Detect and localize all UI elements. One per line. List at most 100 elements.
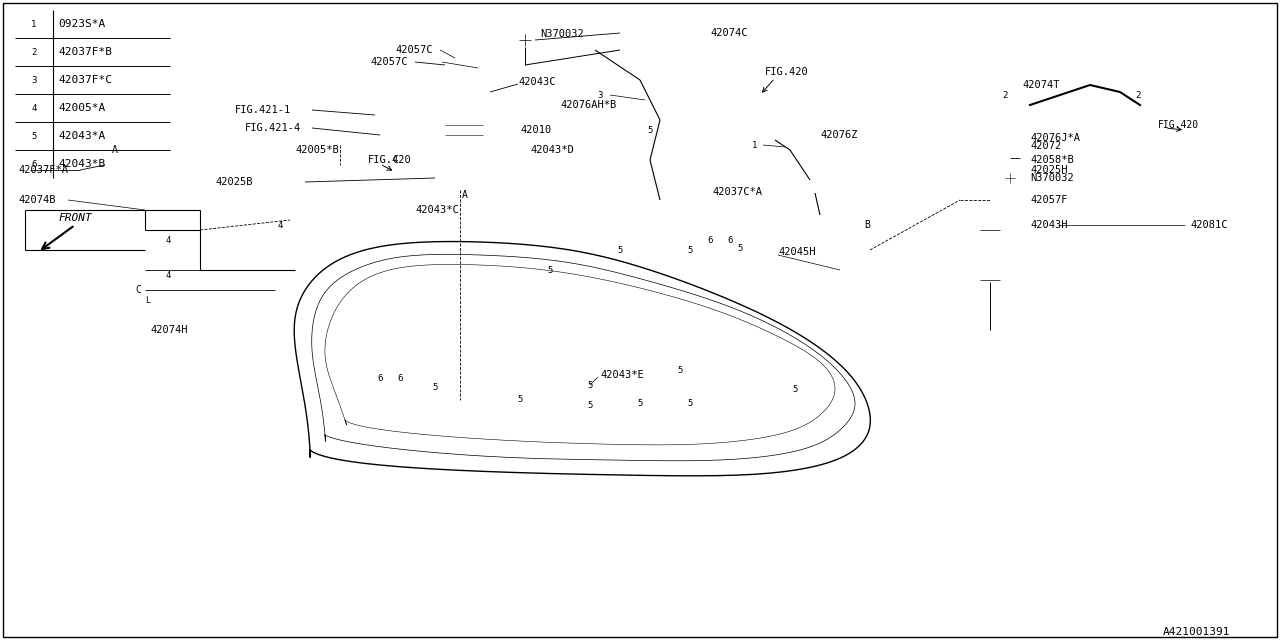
Ellipse shape: [979, 166, 1001, 174]
Bar: [133, 285, 143, 295]
Circle shape: [748, 137, 763, 153]
Circle shape: [666, 297, 671, 303]
Circle shape: [754, 334, 760, 340]
Bar: [110, 145, 120, 155]
Text: 42037C*A: 42037C*A: [712, 187, 762, 197]
Circle shape: [672, 362, 689, 378]
Ellipse shape: [964, 161, 1016, 179]
Circle shape: [787, 382, 803, 398]
Circle shape: [420, 295, 500, 375]
Bar: [760, 377, 796, 405]
Text: 5: 5: [31, 131, 37, 141]
Text: FRONT: FRONT: [58, 213, 92, 223]
Circle shape: [983, 193, 997, 207]
Ellipse shape: [965, 191, 1015, 209]
Text: 6: 6: [378, 374, 383, 383]
Bar: [570, 259, 605, 285]
Circle shape: [682, 395, 698, 411]
Text: 5: 5: [637, 399, 643, 408]
Circle shape: [1004, 154, 1011, 162]
Text: N370032: N370032: [1030, 173, 1074, 183]
Circle shape: [980, 325, 1000, 345]
Text: 1: 1: [753, 141, 758, 150]
Text: 42043*A: 42043*A: [58, 131, 105, 141]
Text: A: A: [113, 145, 118, 155]
Text: 2: 2: [1135, 90, 1140, 99]
Circle shape: [428, 379, 443, 395]
Circle shape: [402, 332, 408, 338]
Ellipse shape: [438, 52, 483, 77]
Text: 4: 4: [278, 221, 283, 230]
Circle shape: [495, 293, 502, 299]
Text: 42043*C: 42043*C: [415, 205, 458, 215]
Circle shape: [643, 122, 658, 138]
Text: C: C: [392, 155, 398, 165]
Bar: [422, 100, 436, 120]
Circle shape: [495, 371, 502, 377]
Bar: [509, 259, 547, 285]
Text: A: A: [462, 190, 468, 200]
Text: 3: 3: [31, 76, 37, 84]
Circle shape: [754, 260, 760, 266]
Text: 0923S*A: 0923S*A: [58, 19, 105, 29]
Text: 1: 1: [31, 19, 37, 29]
Circle shape: [732, 240, 748, 256]
Text: L: L: [145, 296, 150, 305]
Circle shape: [984, 329, 996, 341]
Circle shape: [806, 177, 823, 193]
Circle shape: [1005, 173, 1015, 183]
Circle shape: [109, 159, 122, 171]
Bar: [840, 262, 865, 278]
Ellipse shape: [431, 78, 489, 98]
Text: 5: 5: [687, 246, 692, 255]
Text: 42057F: 42057F: [1030, 195, 1068, 205]
Text: B: B: [864, 220, 870, 230]
Circle shape: [655, 235, 785, 365]
Circle shape: [593, 87, 608, 103]
Ellipse shape: [430, 47, 490, 83]
Text: 42025B: 42025B: [215, 177, 252, 187]
Ellipse shape: [433, 171, 488, 189]
Circle shape: [512, 332, 518, 338]
Ellipse shape: [970, 219, 1010, 231]
Text: 5: 5: [617, 246, 622, 255]
Circle shape: [769, 297, 774, 303]
Bar: [1055, 165, 1185, 285]
Text: FIG.420: FIG.420: [765, 67, 809, 77]
Text: 2: 2: [31, 47, 37, 56]
Circle shape: [632, 395, 648, 411]
Circle shape: [680, 260, 686, 266]
Ellipse shape: [977, 140, 1004, 150]
Ellipse shape: [431, 139, 497, 161]
Bar: [1020, 45, 1149, 120]
Circle shape: [392, 370, 408, 386]
Text: 42005*B: 42005*B: [294, 145, 339, 155]
Text: 4: 4: [165, 236, 170, 244]
Ellipse shape: [980, 225, 1000, 285]
Text: 42043H: 42043H: [1030, 220, 1068, 230]
Circle shape: [1130, 87, 1146, 103]
Circle shape: [160, 232, 177, 248]
Circle shape: [701, 232, 718, 248]
Circle shape: [682, 242, 698, 258]
Text: 3: 3: [598, 90, 603, 99]
Circle shape: [582, 397, 598, 413]
Text: 42043*D: 42043*D: [530, 145, 573, 155]
Bar: [861, 220, 873, 230]
Circle shape: [612, 242, 628, 258]
Circle shape: [26, 16, 42, 32]
Text: 5: 5: [677, 365, 682, 374]
Text: FIG.420: FIG.420: [1158, 120, 1199, 130]
Circle shape: [26, 72, 42, 88]
Circle shape: [582, 377, 598, 393]
Text: 42037F*A: 42037F*A: [18, 165, 68, 175]
Text: 42057C: 42057C: [370, 57, 407, 67]
Bar: [680, 399, 716, 425]
Text: 4: 4: [31, 104, 37, 113]
Circle shape: [457, 387, 463, 393]
Text: 42076J*A: 42076J*A: [1030, 133, 1080, 143]
Text: A421001391: A421001391: [1162, 627, 1230, 637]
Bar: [415, 366, 447, 390]
Circle shape: [682, 262, 758, 338]
Text: 5: 5: [588, 401, 593, 410]
